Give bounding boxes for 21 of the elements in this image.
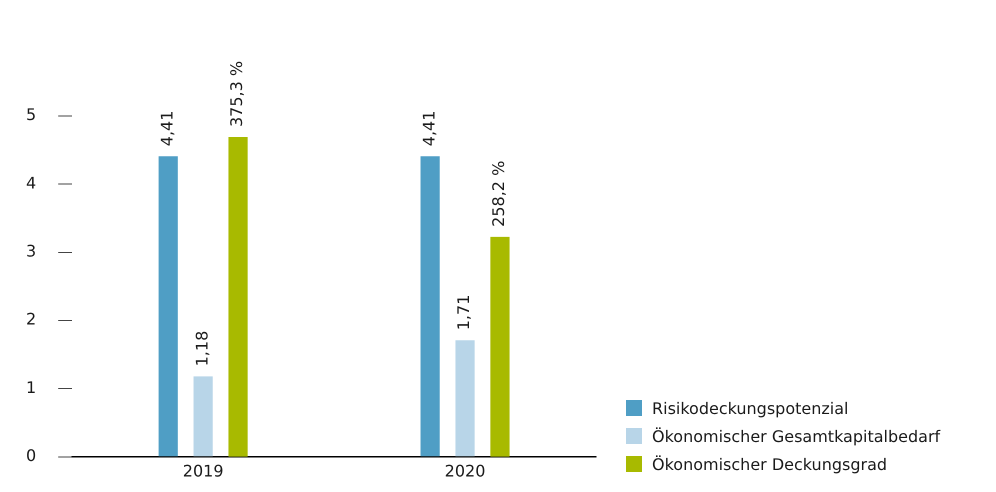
bar	[194, 376, 213, 456]
y-tick-label: 0	[26, 446, 36, 465]
x-tick-label: 2020	[444, 462, 486, 481]
bar	[158, 156, 178, 456]
y-tick-label: 4	[26, 173, 36, 192]
data-label: 375,3 %	[227, 60, 246, 128]
y-tick-label: 3	[26, 241, 36, 260]
data-label: 1,71	[454, 294, 474, 330]
y-tick-label: 5	[26, 105, 36, 124]
data-label: 4,41	[157, 110, 176, 146]
legend-label: Ökonomischer Deckungsgrad	[652, 454, 888, 474]
legend-label: Ökonomischer Gesamtkapitalbedarf	[652, 426, 940, 446]
data-label: 4,41	[419, 110, 438, 146]
bar	[420, 156, 440, 456]
legend-label: Risikodeckungspotenzial	[652, 398, 848, 418]
y-tick-label: 2	[26, 310, 36, 329]
bar	[455, 340, 475, 456]
data-label: 1,18	[192, 330, 212, 366]
y-tick-label: 1	[26, 378, 36, 397]
data-label: 258,2 %	[489, 160, 508, 227]
x-tick-label: 2019	[182, 462, 224, 481]
